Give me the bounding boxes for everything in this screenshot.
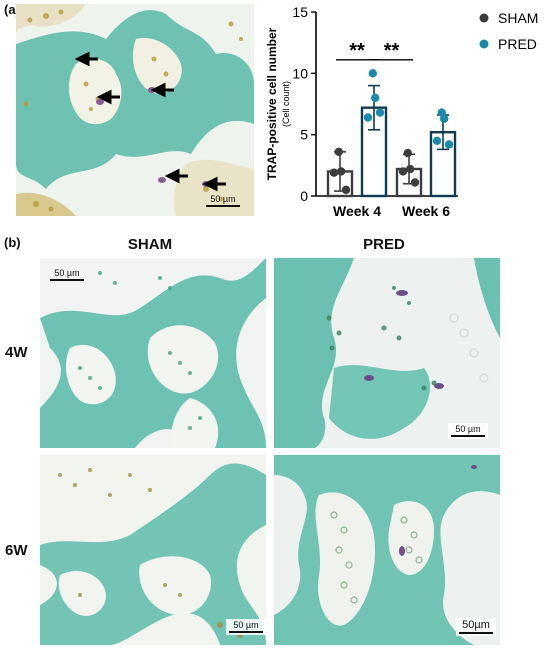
data-point: [432, 136, 442, 145]
data-point: [398, 167, 408, 176]
panel-a-label: (a): [4, 2, 20, 17]
legend-marker: [479, 39, 489, 49]
data-point: [410, 178, 420, 187]
panel-a-micrograph: [16, 4, 254, 216]
legend-label: SHAM: [498, 10, 538, 26]
y-tick-label: 0: [300, 188, 308, 204]
data-point: [440, 114, 449, 123]
scale-bar: 50 µm: [50, 268, 84, 281]
data-point: [341, 185, 351, 195]
data-point: [368, 69, 377, 78]
scale-bar: 50 µm: [448, 423, 488, 439]
significance-marker: **: [384, 40, 400, 62]
micrograph-sham-6w: [40, 455, 266, 645]
trabecular-bone-stain-image: [16, 4, 254, 216]
y-tick-label: 15: [292, 4, 308, 20]
data-point: [334, 147, 343, 157]
micrograph-sham-4w: [40, 258, 266, 448]
significance-marker: **: [349, 40, 365, 62]
data-point: [444, 140, 454, 149]
scale-bar: 50 µm: [226, 619, 266, 635]
scale-bar-label: 50 µm: [455, 424, 481, 434]
panel-b-label: (b): [4, 235, 21, 250]
y-axis-sublabel: (Cell count): [281, 81, 291, 127]
data-point: [403, 148, 412, 158]
x-tick-label: Week 6: [402, 203, 450, 219]
scale-bar-label: 50µm: [462, 619, 490, 631]
micrograph-pred-6w: [274, 455, 500, 645]
micrograph-pred-4w: [274, 258, 500, 448]
data-point: [329, 168, 339, 177]
arrow-icons: [74, 51, 226, 192]
data-point: [375, 108, 385, 117]
legend-marker: [479, 13, 489, 23]
data-point: [337, 167, 346, 176]
data-point: [371, 93, 380, 103]
column-label-pred: PRED: [363, 236, 405, 253]
scale-bar: 50 µm: [206, 194, 240, 207]
row-label-6w: 6W: [5, 542, 28, 559]
column-label-sham: SHAM: [127, 236, 173, 253]
data-point: [406, 164, 415, 174]
scale-bar: 50µm: [456, 618, 496, 636]
x-tick-label: Week 4: [333, 203, 381, 219]
y-axis-label: TRAP-positive cell number: [265, 27, 279, 180]
scale-bar-label: 50 µm: [210, 194, 236, 204]
scale-bar-label: 50 µm: [54, 268, 80, 278]
y-tick-label: 5: [300, 127, 308, 143]
scale-bar-label: 50 µm: [233, 620, 259, 630]
data-point: [363, 113, 373, 122]
row-label-4w: 4W: [5, 344, 28, 361]
y-tick-label: 10: [292, 65, 308, 81]
trap-bar-chart: 0 5 10 15 TRAP-positive cell number (Cell cou…: [265, 4, 538, 219]
legend-label: PRED: [498, 36, 537, 52]
